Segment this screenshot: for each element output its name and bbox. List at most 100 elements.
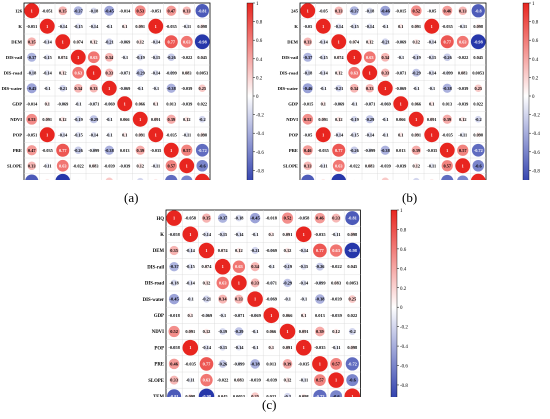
- correlation-cell: [153, 117, 158, 122]
- cell-value-label: 1: [155, 24, 157, 29]
- cell-value-label: 0.47: [167, 8, 175, 13]
- correlation-cell: [60, 70, 66, 76]
- cell-value-label: -0.46: [303, 86, 313, 91]
- cell-value-label: 1: [139, 117, 141, 122]
- correlation-cell: [306, 102, 309, 105]
- cell-value-label: -0.1: [382, 24, 389, 29]
- cell-value-label: -0.071: [266, 280, 277, 285]
- cell-value-label: -0.19: [136, 55, 145, 60]
- cell-value-label: 0.098: [197, 24, 207, 29]
- correlation-cell: [346, 374, 359, 387]
- correlation-cell: [134, 5, 146, 17]
- cell-value-label: 0.091: [299, 329, 309, 334]
- cell-value-label: -0.099: [314, 280, 326, 285]
- panel-caption-c: (c): [262, 397, 277, 412]
- cell-value-label: -0.14: [43, 39, 53, 44]
- correlation-cell: [315, 18, 331, 34]
- cell-value-label: 0.066: [266, 329, 277, 334]
- correlation-cell: [413, 163, 419, 169]
- correlation-cell: [44, 54, 51, 61]
- correlation-cell: [350, 265, 354, 269]
- correlation-cell: [303, 37, 313, 47]
- correlation-cell: [381, 38, 389, 46]
- correlation-cell: [56, 143, 70, 157]
- correlation-cell: [250, 278, 260, 288]
- cell-value-label: -0.98: [474, 39, 483, 44]
- panel-c: 1 -0.058 0.35 -0.37 -0.18 -0.45 -0.018 0.52 -0.0…: [136, 207, 416, 418]
- cell-value-label: -0.2: [475, 117, 482, 122]
- cell-value-label: -0.1: [351, 101, 358, 106]
- correlation-cell: [231, 275, 247, 291]
- correlation-cell: [413, 85, 419, 91]
- colorbar-tick-label: 0.4: [256, 58, 263, 63]
- cell-value-label: 0.022: [197, 101, 207, 106]
- cell-value-label: -0.018: [266, 216, 278, 221]
- cell-value-label: -0.051: [42, 8, 53, 13]
- cell-value-label: 0.33: [332, 216, 340, 221]
- colorbar-tick-label: 0.8: [532, 21, 539, 26]
- cell-value-label: 0.33: [28, 163, 36, 168]
- correlation-cell: [123, 149, 126, 152]
- cell-value-label: -0.1: [320, 86, 327, 91]
- correlation-cell: [56, 159, 69, 172]
- cell-value-label: 0.53: [136, 8, 144, 13]
- cell-value-label: 0.12: [90, 39, 98, 44]
- cell-value-label: 0.066: [120, 117, 131, 122]
- correlation-cell: [163, 142, 179, 158]
- cell-value-label: -0.14: [299, 248, 309, 253]
- correlation-cell: [442, 83, 452, 93]
- cell-value-label: 0.25: [105, 179, 113, 180]
- cell-value-label: 0.074: [334, 55, 345, 60]
- correlation-cell: [73, 83, 83, 93]
- correlation-cell: [475, 23, 481, 29]
- panel-caption-b: (b): [402, 190, 418, 205]
- correlation-cell: [301, 296, 307, 302]
- correlation-cell: [55, 34, 71, 50]
- correlation-cell: [461, 56, 464, 59]
- colorbar-tick-label: -0.2: [256, 114, 264, 119]
- cell-value-label: 1: [155, 132, 157, 137]
- cell-value-label: -0.29: [283, 280, 293, 285]
- cell-value-label: -0.15: [151, 55, 160, 60]
- correlation-cell: [152, 54, 159, 61]
- correlation-cell: [429, 117, 434, 122]
- cell-value-label: -0.035: [426, 148, 437, 153]
- cell-value-label: -0.15: [74, 132, 83, 137]
- correlation-cell: [187, 247, 194, 254]
- correlation-cell: [106, 23, 112, 29]
- correlation-cell: [328, 372, 344, 388]
- correlation-cell: [367, 101, 372, 106]
- cell-value-label: 0.098: [151, 179, 161, 180]
- colorbar-tick-label: 0: [532, 95, 535, 100]
- cell-value-label: -0.21: [58, 86, 67, 91]
- colorbar-tick-label: -0.4: [400, 345, 408, 350]
- cell-value-label: 0.066: [135, 101, 146, 106]
- correlation-cell: [104, 145, 114, 155]
- cell-value-label: -0.2: [137, 179, 144, 180]
- correlation-cell: [123, 164, 127, 168]
- correlation-cell: [398, 23, 404, 29]
- row-label: SLOPE: [148, 379, 164, 384]
- cell-value-label: 0.12: [203, 280, 211, 285]
- cell-value-label: 0.1: [45, 101, 50, 106]
- correlation-cell: [167, 53, 176, 62]
- row-label: TEM: [288, 179, 299, 180]
- correlation-cell: [152, 69, 159, 76]
- correlation-cell: [429, 163, 435, 169]
- correlation-cell: [333, 231, 339, 237]
- correlation-cell: [336, 55, 341, 60]
- correlation-cell: [90, 131, 97, 138]
- correlation-cell: [351, 281, 354, 285]
- correlation-cell: [220, 312, 226, 318]
- correlation-cell: [295, 226, 312, 243]
- correlation-cell: [201, 213, 212, 223]
- cell-value-label: 0.46: [304, 148, 312, 153]
- correlation-cell: [199, 23, 205, 29]
- correlation-cell: [366, 131, 373, 138]
- cell-value-label: -0.37: [27, 55, 37, 60]
- cell-value-label: -0.72: [315, 394, 324, 397]
- correlation-cell: [331, 34, 347, 50]
- row-label: PRE: [154, 363, 164, 368]
- cell-value-label: 1: [477, 179, 479, 180]
- cell-value-label: 0.34: [74, 86, 82, 91]
